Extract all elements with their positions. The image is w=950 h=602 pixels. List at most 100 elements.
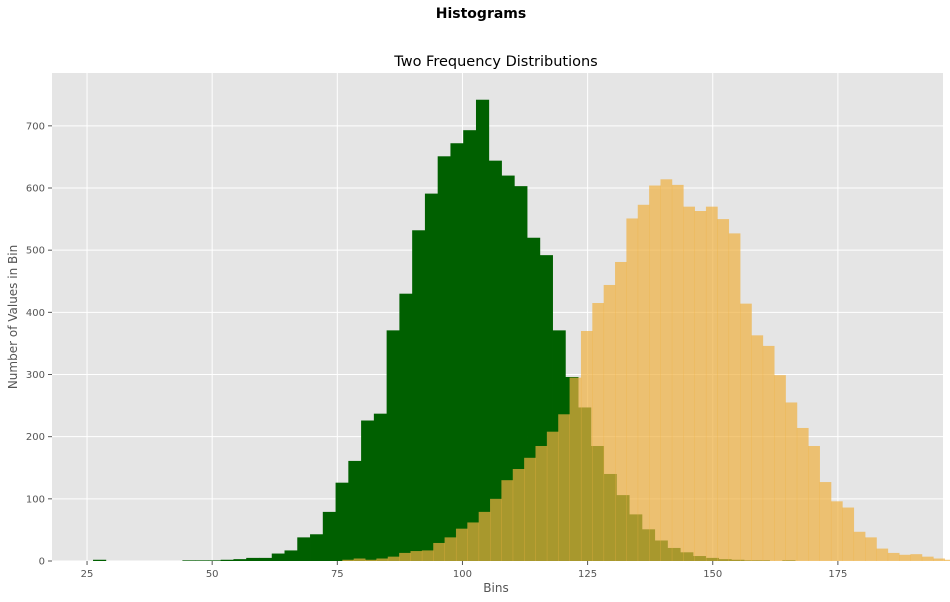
- histogram-bar: [361, 420, 375, 561]
- x-tick-label: 125: [578, 569, 597, 580]
- histogram-bar: [348, 460, 362, 561]
- histogram-bar: [808, 445, 820, 561]
- series-1-bars: [342, 179, 950, 562]
- histogram-bar: [335, 482, 349, 561]
- histogram-bar: [478, 511, 491, 561]
- x-tick-label: 175: [828, 569, 847, 580]
- histogram-bar: [546, 431, 559, 561]
- histogram-bar: [910, 554, 923, 561]
- histogram-bar: [876, 548, 889, 561]
- histogram-bar: [762, 345, 775, 561]
- x-axis-label: Bins: [483, 581, 508, 595]
- histogram-bar: [649, 185, 661, 561]
- histogram-bar: [271, 553, 285, 561]
- histogram-bar: [944, 559, 950, 561]
- histogram-bar: [933, 558, 945, 561]
- histogram-bar: [774, 375, 786, 561]
- histogram-bar: [796, 427, 809, 561]
- histogram-bar: [558, 414, 570, 561]
- histogram-bar: [751, 335, 764, 561]
- y-tick-label: 300: [26, 370, 45, 381]
- histogram-bar: [365, 559, 377, 561]
- histogram-bar: [421, 550, 434, 561]
- histogram-bar: [501, 480, 514, 561]
- y-tick-label: 0: [39, 557, 45, 568]
- histogram-bar: [93, 559, 107, 561]
- histogram-bar: [195, 560, 209, 561]
- x-tick-label: 100: [453, 569, 472, 580]
- histogram-bar: [535, 445, 548, 561]
- histogram-bar: [467, 522, 480, 561]
- histogram-bar: [671, 184, 684, 562]
- histogram-bar: [694, 211, 707, 562]
- histogram-bar: [488, 160, 502, 561]
- histogram-bar: [921, 556, 934, 561]
- y-tick-label: 200: [26, 432, 45, 443]
- histogram-bar: [284, 550, 298, 561]
- histogram-bar: [637, 204, 650, 561]
- histogram-bar: [569, 377, 582, 561]
- histogram-bar: [233, 559, 247, 561]
- histogram-bar: [475, 99, 490, 562]
- histogram-bar: [830, 501, 843, 561]
- histogram-bar: [376, 558, 389, 561]
- histogram-bar: [887, 552, 900, 561]
- histogram-bar: [410, 551, 423, 561]
- histogram-bar: [501, 175, 515, 561]
- histogram-bar: [386, 330, 400, 561]
- histogram-bar: [310, 534, 324, 561]
- histogram-bar: [512, 468, 525, 561]
- histogram-bar: [444, 537, 457, 561]
- histogram-bar: [853, 531, 866, 561]
- y-axis-label: Number of Values in Bin: [6, 245, 20, 389]
- y-tick-label: 100: [26, 494, 45, 505]
- histogram-bar: [322, 511, 336, 561]
- histogram-bars: [93, 99, 950, 562]
- histogram-bar: [182, 560, 196, 561]
- histogram-bar: [740, 303, 752, 561]
- x-tick-label: 25: [81, 569, 94, 580]
- histogram-bar: [683, 206, 695, 561]
- y-tick-label: 700: [26, 121, 45, 132]
- chart-title: Histograms: [436, 6, 526, 22]
- histogram-bar: [580, 330, 593, 561]
- histogram-bar: [373, 413, 388, 561]
- histogram-bar: [819, 482, 832, 561]
- histogram-bar: [842, 507, 855, 561]
- histogram-bar: [220, 559, 234, 561]
- histogram-bar: [463, 130, 477, 561]
- x-tick-label: 50: [206, 569, 219, 580]
- histogram-bar: [387, 556, 400, 561]
- histogram-bar: [592, 303, 605, 561]
- histogram-bar: [455, 528, 468, 561]
- histogram-bar: [717, 219, 730, 561]
- x-tick-label: 75: [331, 569, 344, 580]
- x-tick-label: 150: [703, 569, 722, 580]
- histogram-bar: [399, 552, 411, 561]
- histogram-bar: [353, 558, 366, 561]
- histogram-bar: [626, 218, 639, 561]
- histogram-bar: [258, 557, 273, 561]
- histogram-bar: [490, 498, 502, 561]
- histogram-bar: [246, 557, 260, 561]
- histogram-bar: [899, 554, 911, 561]
- histogram-bar: [424, 193, 439, 562]
- y-tick-label: 500: [26, 246, 45, 257]
- histogram-bar: [437, 156, 451, 561]
- histogram-bar: [399, 293, 413, 561]
- histogram-bar: [433, 542, 445, 561]
- y-tick-label: 400: [26, 308, 45, 319]
- histogram-bar: [207, 560, 222, 561]
- histogram-bar: [615, 261, 627, 561]
- chart-subtitle: Two Frequency Distributions: [393, 54, 597, 70]
- histogram-bar: [297, 537, 311, 561]
- histogram-bar: [412, 230, 426, 561]
- y-tick-label: 600: [26, 184, 45, 195]
- histogram-bar: [603, 284, 616, 561]
- histogram-bar: [342, 559, 355, 561]
- histogram-bar: [705, 206, 718, 561]
- axis-ticks: 25 50 75 100 125 150 175 0 100 200 300 400 500 600 700: [26, 121, 848, 580]
- histogram-bar: [865, 537, 877, 561]
- histogram-bar: [450, 143, 464, 561]
